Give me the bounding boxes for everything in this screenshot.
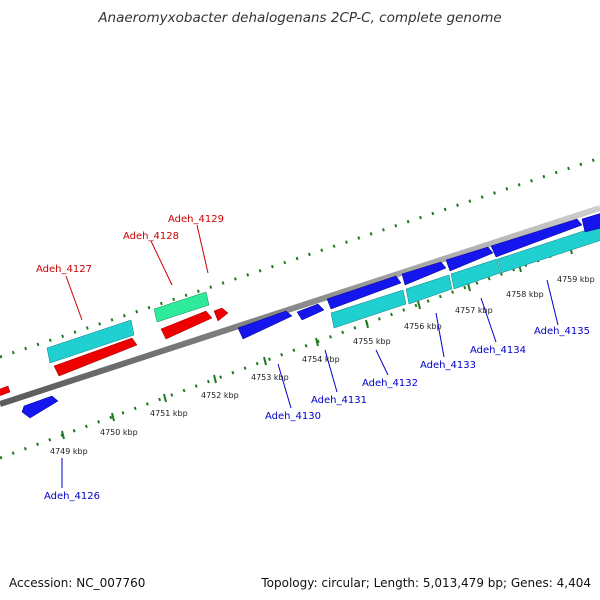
gene-label-adeh-4130[interactable]: Adeh_4130 — [265, 411, 321, 422]
gene-feature-adeh-4135[interactable] — [490, 218, 583, 258]
gene-label-adeh-4134[interactable]: Adeh_4134 — [470, 345, 526, 356]
genome-backbone — [0, 205, 600, 407]
gene-feature-adeh-4127-red[interactable] — [53, 337, 138, 377]
kbp-label: 4756 kbp — [404, 322, 442, 331]
gene-features — [0, 212, 600, 419]
gene-feature-adeh-4134-cds[interactable] — [450, 258, 501, 290]
gene-label-adeh-4131[interactable]: Adeh_4131 — [311, 395, 367, 406]
gene-feature-next[interactable] — [581, 212, 600, 233]
gene-label-adeh-4135[interactable]: Adeh_4135 — [534, 326, 590, 337]
kbp-label: 4759 kbp — [557, 275, 595, 284]
kbp-label: 4749 kbp — [50, 447, 88, 456]
gene-label-adeh-4128[interactable]: Adeh_4128 — [123, 231, 179, 242]
gene-label-adeh-4129[interactable]: Adeh_4129 — [168, 214, 224, 225]
kbp-label: 4753 kbp — [251, 373, 289, 382]
gene-label-adeh-4127[interactable]: Adeh_4127 — [36, 264, 92, 275]
gene-feature-adeh-4133[interactable] — [401, 261, 447, 286]
major-ticks — [61, 245, 573, 440]
gene-feature-adeh-4133-cds[interactable] — [405, 274, 453, 305]
gene-label-adeh-4133[interactable]: Adeh_4133 — [420, 360, 476, 371]
accession-text: Accession: NC_007760 — [9, 576, 145, 590]
label-leaders — [61, 224, 559, 488]
outer-tick-ring — [0, 156, 600, 359]
gene-feature-adeh-4134[interactable] — [445, 246, 494, 272]
gene-feature-adeh-4128-red[interactable] — [160, 310, 213, 340]
gene-feature-adeh-4131[interactable] — [296, 303, 325, 321]
kbp-label: 4751 kbp — [150, 409, 188, 418]
gene-feature-adeh-4126[interactable] — [21, 395, 59, 419]
gene-feature-red[interactable] — [0, 385, 11, 398]
kbp-label: 4754 kbp — [302, 355, 340, 364]
gene-feature-adeh-4132[interactable] — [326, 275, 402, 310]
kbp-label: 4757 kbp — [455, 306, 493, 315]
gene-feature-adeh-4129-red[interactable] — [213, 307, 229, 322]
kbp-label: 4758 kbp — [506, 290, 544, 299]
kbp-label: 4750 kbp — [100, 428, 138, 437]
gene-feature-adeh-4132-cds[interactable] — [330, 289, 407, 329]
gene-feature-adeh-4128-green[interactable] — [153, 291, 210, 323]
gene-label-adeh-4132[interactable]: Adeh_4132 — [362, 378, 418, 389]
gene-feature-adeh-4127-cds[interactable] — [46, 319, 135, 364]
genome-summary-text: Topology: circular; Length: 5,013,479 bp… — [260, 576, 591, 590]
map-title: Anaeromyxobacter dehalogenans 2CP-C, com… — [97, 10, 501, 26]
kbp-label: 4752 kbp — [201, 391, 239, 400]
gene-feature-adeh-4135-cds[interactable] — [497, 224, 600, 274]
kbp-label: 4755 kbp — [353, 337, 391, 346]
gene-label-adeh-4126[interactable]: Adeh_4126 — [44, 491, 100, 502]
gene-feature-adeh-4130[interactable] — [237, 310, 293, 340]
